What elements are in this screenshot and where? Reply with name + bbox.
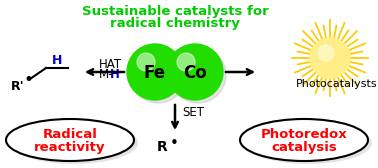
- Text: H: H: [52, 54, 62, 68]
- Ellipse shape: [10, 122, 138, 164]
- Text: R: R: [157, 140, 168, 154]
- Text: •: •: [170, 136, 179, 152]
- Circle shape: [130, 47, 186, 103]
- Ellipse shape: [244, 122, 372, 164]
- Text: reactivity: reactivity: [34, 140, 106, 154]
- Circle shape: [127, 44, 183, 100]
- Text: R': R': [11, 80, 25, 94]
- Circle shape: [177, 53, 195, 71]
- Text: Fe: Fe: [144, 64, 166, 82]
- Text: Photocatalysts: Photocatalysts: [296, 79, 378, 89]
- Text: HAT: HAT: [98, 57, 122, 71]
- Text: catalysis: catalysis: [271, 140, 337, 154]
- Text: Sustainable catalysts for: Sustainable catalysts for: [82, 5, 268, 17]
- Circle shape: [170, 47, 226, 103]
- Text: SET: SET: [182, 107, 204, 119]
- Ellipse shape: [6, 119, 134, 161]
- Text: •: •: [23, 71, 33, 89]
- Circle shape: [318, 45, 334, 61]
- Text: M-: M-: [99, 68, 113, 80]
- Text: radical chemistry: radical chemistry: [110, 16, 240, 30]
- Text: Co: Co: [183, 64, 207, 82]
- Ellipse shape: [240, 119, 368, 161]
- Text: H: H: [110, 68, 120, 80]
- Text: Radical: Radical: [43, 129, 98, 141]
- Circle shape: [310, 38, 350, 78]
- Circle shape: [137, 53, 155, 71]
- Circle shape: [167, 44, 223, 100]
- Text: Photoredox: Photoredox: [260, 129, 347, 141]
